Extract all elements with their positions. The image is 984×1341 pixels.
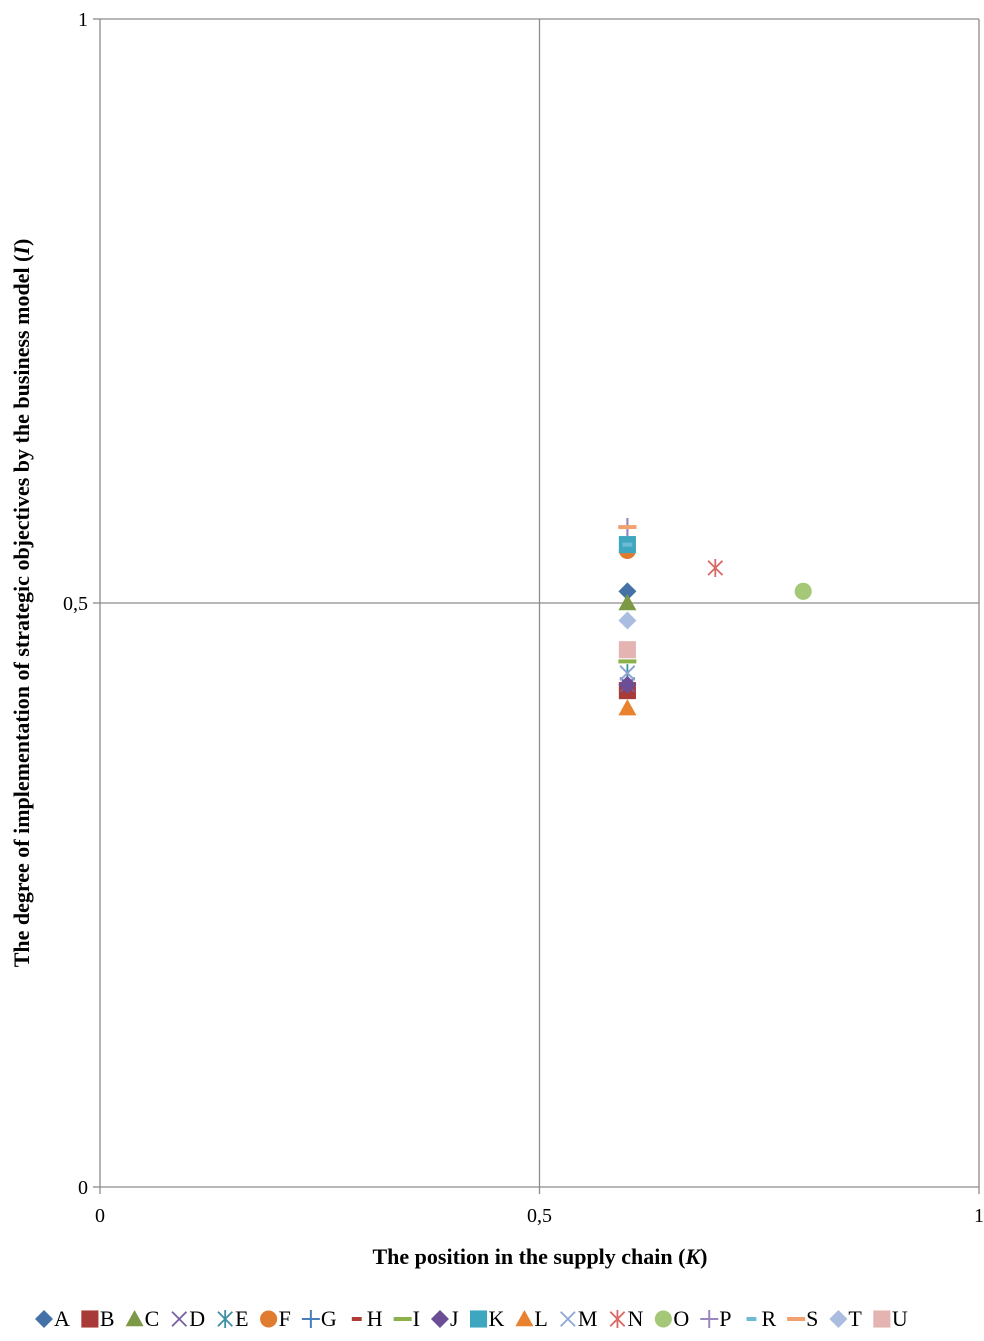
legend-label-C: C xyxy=(145,1306,160,1331)
legend-label-K: K xyxy=(489,1306,505,1331)
legend-marker-E xyxy=(217,1310,233,1328)
grid-lines xyxy=(100,18,980,1187)
legend-marker-H xyxy=(351,1317,362,1321)
legend-label-L: L xyxy=(534,1306,547,1331)
legend-label-E: E xyxy=(235,1306,248,1331)
legend-marker-S xyxy=(787,1317,806,1321)
legend-label-A: A xyxy=(54,1306,70,1331)
legend-marker-I xyxy=(393,1317,412,1321)
legend-marker-C xyxy=(125,1310,144,1327)
point-J xyxy=(618,675,637,694)
legend-label-M: M xyxy=(578,1306,598,1331)
legend-marker-B xyxy=(81,1310,99,1328)
tick-labels: 0 0,5 1 0 0,5 1 xyxy=(63,9,984,1227)
legend-marker-A xyxy=(35,1310,53,1328)
x-axis-title: The position in the supply chain (K) xyxy=(372,1244,707,1269)
x-tick-label-0: 0 xyxy=(95,1205,105,1227)
legend-label-G: G xyxy=(321,1306,337,1331)
point-S xyxy=(618,525,637,530)
legend-label-O: O xyxy=(673,1306,689,1331)
legend-label-J: J xyxy=(450,1306,459,1331)
legend-marker-T xyxy=(829,1310,848,1328)
legend-label-R: R xyxy=(761,1306,776,1331)
point-O xyxy=(794,582,812,600)
x-tick-label-1: 0,5 xyxy=(527,1205,552,1227)
legend-label-T: T xyxy=(848,1306,862,1331)
legend-marker-R xyxy=(746,1317,757,1321)
legend-label-U: U xyxy=(892,1306,908,1331)
legend-label-I: I xyxy=(413,1306,420,1331)
data-points xyxy=(618,518,812,716)
point-U xyxy=(618,641,636,659)
legend-marker-P xyxy=(700,1310,719,1328)
legend-label-P: P xyxy=(719,1306,731,1331)
point-I xyxy=(618,659,637,664)
y-tick-label-0: 0 xyxy=(78,1177,88,1199)
legend-marker-J xyxy=(430,1310,449,1328)
x-tick-label-2: 1 xyxy=(974,1205,984,1227)
point-C xyxy=(618,594,637,611)
legend-marker-L xyxy=(515,1310,534,1327)
y-axis-title: The degree of implementation of strategi… xyxy=(9,239,34,968)
point-M xyxy=(619,665,636,681)
legend-marker-K xyxy=(469,1310,488,1328)
y-tick-label-1: 0,5 xyxy=(63,593,88,615)
legend-label-B: B xyxy=(100,1306,115,1331)
legend-marker-U xyxy=(873,1310,891,1328)
legend-label-N: N xyxy=(627,1306,643,1331)
legend-marker-D xyxy=(171,1311,188,1327)
legend-marker-G xyxy=(301,1310,320,1328)
point-N xyxy=(707,558,724,577)
legend-label-S: S xyxy=(806,1306,818,1331)
y-tick-label-2: 1 xyxy=(78,9,88,31)
legend-marker-N xyxy=(609,1310,626,1328)
point-R xyxy=(622,542,633,547)
point-A xyxy=(618,582,637,601)
point-L xyxy=(618,699,637,716)
legend-label-F: F xyxy=(279,1306,291,1331)
point-T xyxy=(618,611,637,630)
legend-marker-M xyxy=(560,1311,576,1327)
legend-marker-F xyxy=(260,1310,278,1328)
legend-marker-O xyxy=(654,1310,672,1328)
legend-label-D: D xyxy=(189,1306,205,1331)
legend-label-H: H xyxy=(367,1306,383,1331)
